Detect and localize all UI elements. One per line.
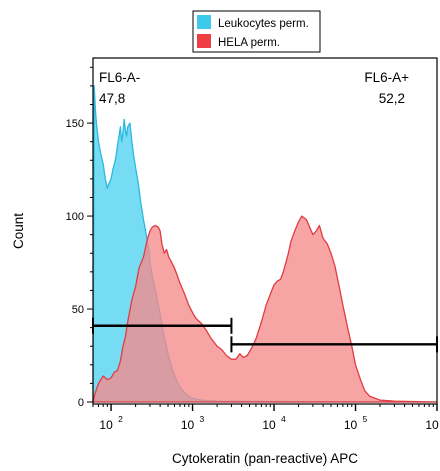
x-tick-label: 10 [181, 418, 195, 432]
gate-name-negative: FL6-A- [99, 70, 140, 85]
y-axis-title: Count [11, 213, 26, 249]
series-layer [93, 86, 437, 402]
y-tick-label: 50 [72, 304, 84, 316]
x-tick-exponent: 4 [281, 414, 286, 424]
x-tick-exponent: 3 [200, 414, 205, 424]
gate-value-negative: 47,8 [99, 91, 125, 106]
legend-swatch-hela [197, 34, 211, 48]
legend-swatch-leukocytes [197, 15, 211, 29]
legend-label-hela: HELA perm. [218, 37, 280, 49]
legend-label-leukocytes: Leukocytes perm. [218, 18, 309, 30]
x-tick-label: 10 [344, 418, 358, 432]
x-axis: 102103104105106 [93, 404, 440, 432]
y-tick-label: 0 [78, 397, 84, 409]
x-tick-label: 10 [99, 418, 113, 432]
gate-name-positive: FL6-A+ [364, 70, 409, 85]
x-tick-exponent: 2 [118, 414, 123, 424]
y-tick-label: 100 [66, 211, 84, 223]
x-tick-label: 10 [262, 418, 276, 432]
y-axis: 0 50 100 150 [66, 67, 93, 409]
x-axis-title: Cytokeratin (pan-reactive) APC [172, 451, 358, 466]
x-tick-label: 10 [425, 418, 439, 432]
gate-value-positive: 52,2 [379, 91, 405, 106]
x-tick-exponent: 5 [363, 414, 368, 424]
legend: Leukocytes perm. HELA perm. [193, 11, 320, 52]
y-tick-label: 150 [66, 118, 84, 130]
